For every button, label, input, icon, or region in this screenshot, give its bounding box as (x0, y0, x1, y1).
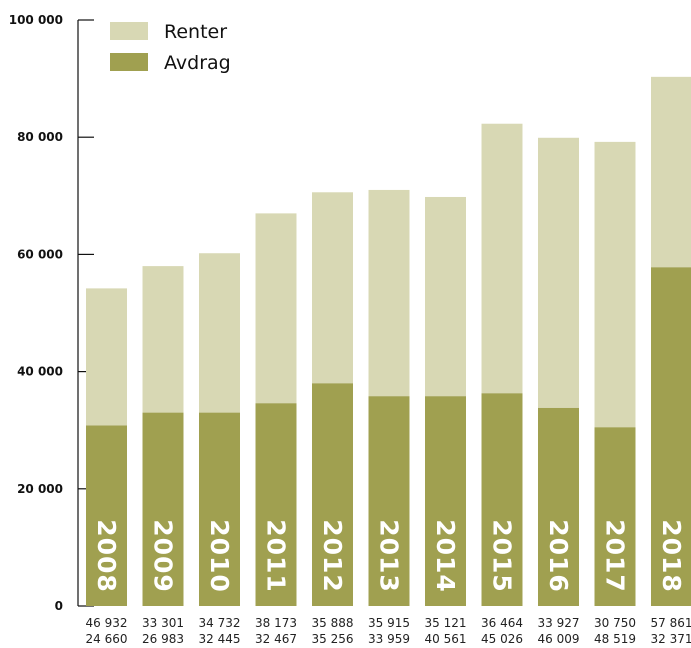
bar-year-label: 2008 (92, 519, 121, 593)
bar-segment-renter (651, 76, 691, 268)
value-label-row1: 35 888 (312, 616, 354, 630)
y-tick-label: 0 (55, 599, 63, 613)
bar-segment-renter (142, 266, 184, 413)
bar-segment-avdrag (368, 396, 410, 606)
bar-year-label: 2015 (488, 519, 517, 593)
bar-year-label: 2014 (431, 519, 460, 593)
value-label-row2: 24 660 (86, 632, 128, 646)
value-label-row1: 38 173 (255, 616, 297, 630)
bar-year-label: 2013 (375, 519, 404, 593)
value-label-row1: 36 464 (481, 616, 523, 630)
bar-segment-avdrag (255, 403, 297, 606)
bar-segment-renter (538, 137, 579, 408)
y-tick-label: 60 000 (17, 247, 63, 261)
legend-label: Avdrag (164, 52, 231, 74)
bar-segment-renter (425, 196, 466, 397)
bar-segment-avdrag (86, 425, 127, 606)
value-label-row1: 30 750 (594, 616, 636, 630)
bar-segment-avdrag (651, 267, 691, 606)
value-label-row2: 45 026 (481, 632, 523, 646)
value-label-row1: 33 927 (538, 616, 580, 630)
y-tick-label: 100 000 (9, 13, 63, 27)
value-label-row1: 35 915 (368, 616, 410, 630)
bar-segment-renter (594, 141, 636, 428)
bar-segment-avdrag (481, 393, 523, 606)
value-label-row1: 57 861 (651, 616, 691, 630)
value-label-row2: 26 983 (142, 632, 184, 646)
bar-segment-avdrag (538, 407, 579, 606)
y-axis: 0 20 000 40 000 60 000 80 000 100 000 (9, 13, 94, 613)
bottom-value-labels: 46 932 24 660 33 301 26 983 34 732 32 445 38 1… (86, 616, 691, 646)
legend-swatch (110, 22, 148, 40)
value-label-row2: 46 009 (538, 632, 580, 646)
bar-segment-avdrag (594, 427, 636, 606)
value-label-row1: 35 121 (425, 616, 467, 630)
bar-segment-avdrag (312, 383, 353, 606)
bar-segment-renter (481, 123, 523, 394)
legend: Renter Avdrag (110, 21, 231, 74)
value-label-row2: 32 371 (651, 632, 691, 646)
bar-segment-renter (86, 288, 127, 426)
value-label-row1: 34 732 (199, 616, 241, 630)
bars: 2008 2009 2010 2011 2012 2013 2014 2015 2016 2017… (86, 76, 691, 606)
bar-segment-avdrag (142, 412, 184, 606)
bar-segment-renter (199, 253, 240, 413)
value-label-row2: 33 959 (368, 632, 410, 646)
value-label-row1: 33 301 (142, 616, 184, 630)
bar-segment-renter (368, 189, 410, 397)
y-tick-label: 40 000 (17, 365, 63, 379)
bar-year-label: 2010 (205, 519, 234, 593)
bar-year-label: 2016 (544, 519, 573, 593)
bar-year-label: 2011 (262, 519, 291, 593)
bar-segment-renter (255, 213, 297, 404)
value-label-row2: 32 467 (255, 632, 297, 646)
bar-year-label: 2017 (601, 519, 630, 593)
value-label-row2: 40 561 (425, 632, 467, 646)
y-tick-label: 20 000 (17, 482, 63, 496)
bar-segment-avdrag (425, 396, 466, 606)
bar-year-label: 2018 (657, 519, 686, 593)
value-label-row1: 46 932 (86, 616, 128, 630)
bar-year-label: 2009 (149, 519, 178, 593)
value-label-row2: 35 256 (312, 632, 354, 646)
legend-swatch (110, 53, 148, 71)
legend-label: Renter (164, 21, 227, 43)
bar-year-label: 2012 (318, 519, 347, 593)
bar-segment-avdrag (199, 412, 240, 606)
bar-segment-renter (312, 192, 353, 384)
value-label-row2: 48 519 (594, 632, 636, 646)
value-label-row2: 32 445 (199, 632, 241, 646)
y-tick-label: 80 000 (17, 130, 63, 144)
